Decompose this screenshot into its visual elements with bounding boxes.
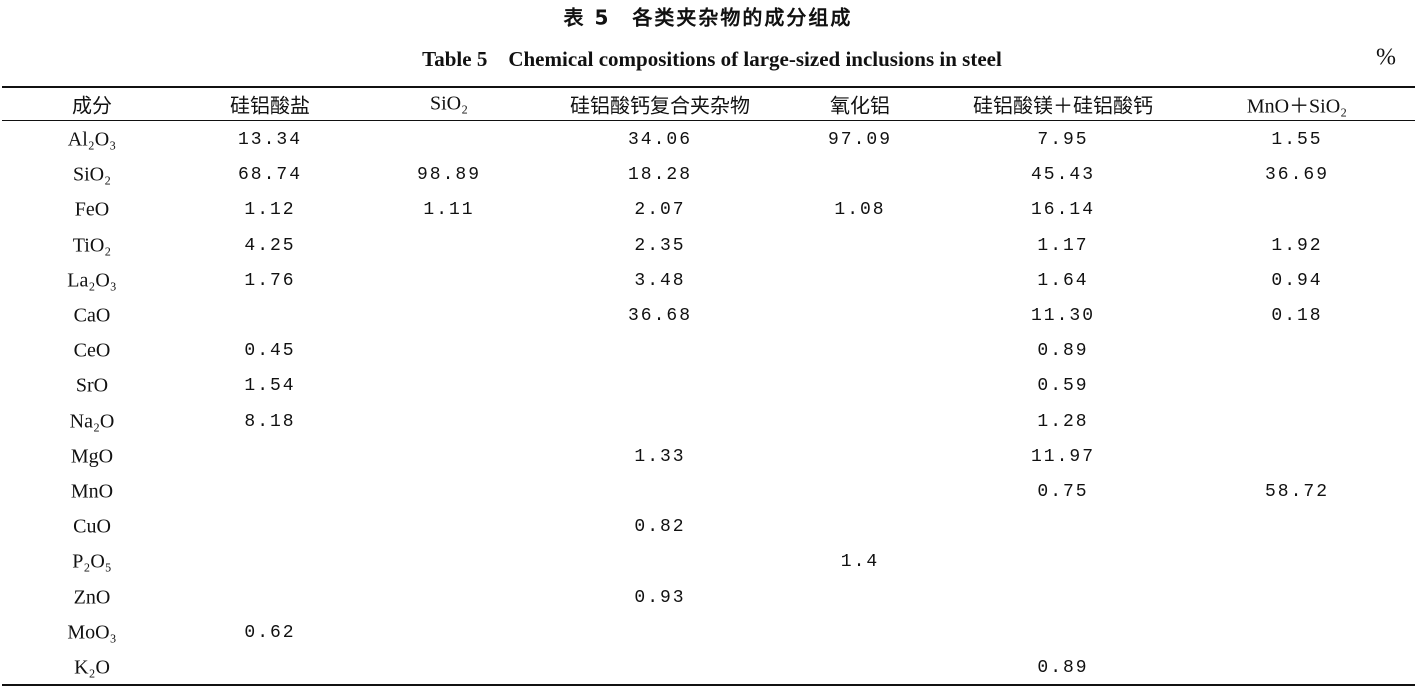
column-header: SiO₂ bbox=[429, 92, 469, 115]
cell: 97.09 bbox=[827, 130, 893, 150]
cell: 1.08 bbox=[834, 200, 886, 221]
cell: 1.76 bbox=[244, 270, 296, 291]
cell: 1.33 bbox=[634, 446, 686, 467]
component: K₂O bbox=[74, 656, 110, 679]
table-subtitle: Table 5 Chemical compositions of large-s… bbox=[422, 47, 1002, 71]
cell: 36.69 bbox=[1264, 165, 1330, 186]
cell: 1.28 bbox=[1037, 411, 1089, 432]
component: SrO bbox=[75, 374, 109, 397]
cell: 0.94 bbox=[1271, 270, 1323, 291]
cell: 11.30 bbox=[1030, 306, 1096, 326]
cell: 1.64 bbox=[1037, 270, 1089, 291]
component: P₂O₅ bbox=[72, 550, 112, 573]
table-title: 表 5 各类夹杂物的成分组成 bbox=[563, 5, 853, 30]
top-rule bbox=[2, 86, 1415, 88]
cell: 0.62 bbox=[244, 622, 296, 643]
component: MgO bbox=[70, 445, 114, 468]
cell: 11.97 bbox=[1030, 446, 1096, 467]
cell: 0.75 bbox=[1037, 482, 1089, 502]
cell: 68.74 bbox=[237, 165, 303, 186]
column-header: MnO＋SiO₂ bbox=[1246, 95, 1348, 118]
component: Al₂O₃ bbox=[67, 128, 117, 151]
component: CaO bbox=[73, 304, 111, 327]
column-header: 硅铝酸钙复合夹杂物 bbox=[570, 95, 750, 118]
cell: 0.93 bbox=[634, 587, 686, 608]
component: MnO bbox=[70, 480, 114, 503]
cell: 4.25 bbox=[244, 235, 296, 256]
component: SiO₂ bbox=[72, 163, 112, 186]
cell: 2.07 bbox=[634, 200, 686, 221]
cell: 16.14 bbox=[1030, 200, 1096, 221]
cell: 0.45 bbox=[244, 341, 296, 362]
component: La₂O₃ bbox=[67, 269, 117, 292]
cell: 1.12 bbox=[244, 200, 296, 221]
component: CeO bbox=[73, 339, 111, 362]
cell: 0.59 bbox=[1037, 376, 1089, 397]
cell: 1.17 bbox=[1037, 235, 1089, 256]
component: ZnO bbox=[73, 586, 111, 609]
unit: % bbox=[1376, 44, 1396, 71]
cell: 1.11 bbox=[423, 200, 475, 221]
cell: 13.34 bbox=[237, 130, 303, 150]
component: TiO₂ bbox=[72, 234, 112, 257]
cell: 98.89 bbox=[416, 165, 482, 186]
component: FeO bbox=[74, 198, 110, 221]
component: Na₂O bbox=[69, 410, 115, 433]
bottom-rule bbox=[2, 684, 1415, 686]
column-header: 氧化铝 bbox=[830, 95, 890, 118]
cell: 8.18 bbox=[244, 411, 296, 432]
column-header: 硅铝酸镁＋硅铝酸钙 bbox=[973, 95, 1153, 118]
cell: 58.72 bbox=[1264, 482, 1330, 502]
column-header: 成分 bbox=[72, 95, 112, 118]
cell: 34.06 bbox=[627, 130, 693, 150]
cell: 1.92 bbox=[1271, 235, 1323, 256]
cell: 45.43 bbox=[1030, 165, 1096, 186]
cell: 18.28 bbox=[627, 165, 693, 186]
cell: 0.89 bbox=[1037, 341, 1089, 362]
cell: 0.82 bbox=[634, 517, 686, 538]
cell: 0.89 bbox=[1037, 658, 1089, 678]
cell: 3.48 bbox=[634, 270, 686, 291]
component: CuO bbox=[73, 515, 111, 538]
cell: 36.68 bbox=[627, 306, 693, 326]
cell: 7.95 bbox=[1037, 130, 1089, 150]
header-rule bbox=[2, 120, 1415, 121]
cell: 0.18 bbox=[1271, 306, 1323, 326]
cell: 1.4 bbox=[840, 552, 880, 573]
column-header: 硅铝酸盐 bbox=[230, 95, 310, 118]
cell: 1.55 bbox=[1271, 130, 1323, 150]
cell: 2.35 bbox=[634, 235, 686, 256]
cell: 1.54 bbox=[244, 376, 296, 397]
component: MoO₃ bbox=[67, 621, 117, 644]
